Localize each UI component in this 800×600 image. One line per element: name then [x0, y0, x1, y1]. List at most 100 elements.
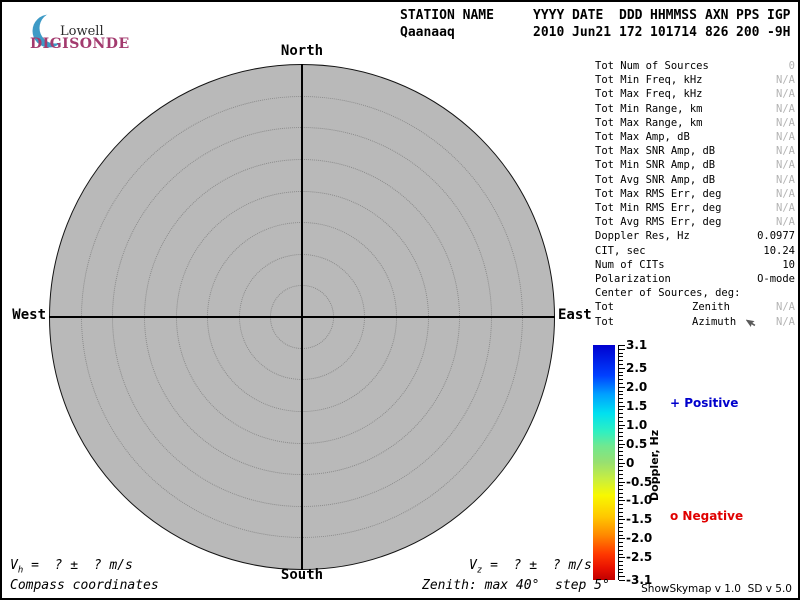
colorbar-minor-tick [619, 568, 623, 570]
colorbar-minor-tick [619, 409, 623, 411]
stat-label: Tot [595, 301, 614, 314]
header-col-value: -9H [767, 25, 791, 40]
stats-row: Tot Max Range, km N/A [595, 116, 795, 130]
header-col-label: AXN [705, 8, 729, 23]
colorbar-minor-tick [619, 523, 623, 525]
compass-label-west: West [12, 307, 46, 323]
colorbar-minor-tick [619, 564, 623, 566]
colorbar-major-tick [619, 424, 625, 426]
stat-value: N/A [776, 102, 795, 115]
colorbar-minor-tick [619, 530, 623, 532]
colorbar-minor-tick [619, 398, 623, 400]
crescent-moon-icon [32, 12, 68, 48]
colorbar-minor-tick [619, 534, 623, 536]
stat-label: Tot Avg RMS Err, deg [595, 216, 722, 229]
colorbar-major-tick [619, 405, 625, 407]
stats-row: Tot Azimuth N/A [595, 315, 795, 329]
stat-value: N/A [776, 131, 795, 144]
colorbar-major-tick [619, 462, 625, 464]
colorbar-tick-label: 1.5 [626, 398, 648, 413]
stat-label: Tot Avg SNR Amp, dB [595, 173, 716, 186]
stat-label: Tot Num of Sources [595, 60, 709, 72]
colorbar-minor-tick [619, 496, 623, 498]
stat-value: N/A [776, 216, 795, 229]
colorbar-major-tick [619, 576, 625, 578]
header-column: DATE Jun21 [572, 7, 619, 41]
vh-value: = ? ± ? m/s [23, 558, 133, 573]
stat-mid-label: Zenith [692, 301, 730, 314]
stat-label: Tot Max Freq, kHz [595, 88, 703, 101]
horizontal-velocity-readout: Vh = ? ± ? m/s [10, 558, 133, 576]
colorbar-tick-label: 0.5 [626, 436, 648, 451]
colorbar-minor-tick [619, 364, 623, 365]
header-column: IGP -9H [767, 7, 791, 41]
stat-value: N/A [776, 74, 795, 87]
coordinate-system-label: Compass coordinates [10, 578, 159, 593]
stats-row: Tot Num of Sources 0 [595, 59, 795, 73]
stat-value: N/A [776, 159, 795, 172]
colorbar-minor-tick [619, 432, 623, 434]
header-col-label: DATE [572, 8, 604, 23]
stat-value: N/A [776, 173, 795, 186]
colorbar-minor-tick [619, 451, 623, 453]
colorbar-minor-tick [619, 371, 623, 373]
positive-legend: + Positive [670, 396, 739, 410]
colorbar-major-tick [619, 386, 625, 388]
colorbar-minor-tick [619, 375, 623, 377]
colorbar-minor-tick [619, 439, 623, 441]
colorbar-tick-label: -2.5 [626, 550, 653, 565]
colorbar-minor-tick [619, 356, 623, 358]
colorbar-title: Doppler, Hz [648, 429, 661, 501]
stat-value: 0 [788, 60, 795, 72]
header-col-label: PPS [736, 8, 760, 23]
colorbar-tick-label: -1.0 [626, 493, 653, 508]
stat-value: N/A [776, 88, 795, 101]
stats-row: Tot Min SNR Amp, dB N/A [595, 158, 795, 172]
negative-legend: o Negative [670, 509, 744, 523]
colorbar-minor-tick [619, 511, 623, 513]
header-col-value: Qaanaaq [400, 25, 455, 40]
stat-label: CIT, sec [595, 244, 646, 257]
stat-value: 10.24 [763, 244, 795, 257]
stat-label: Tot Min Freq, kHz [595, 74, 703, 87]
colorbar-minor-tick [619, 561, 623, 562]
stat-value: N/A [776, 202, 795, 215]
colorbar-minor-tick [619, 466, 623, 468]
colorbar-minor-tick [619, 515, 623, 517]
stats-row: Tot Max RMS Err, deg N/A [595, 187, 795, 201]
colorbar-minor-tick [619, 492, 623, 494]
stat-label: Tot Min Range, km [595, 102, 703, 115]
stats-panel: Tot Num of Sources 0 Tot Min Freq, kHz N/A T… [595, 59, 795, 329]
colorbar-minor-tick [619, 545, 623, 547]
colorbar-tick-label: -2.0 [626, 531, 653, 546]
colorbar-major-tick [619, 348, 625, 350]
stat-value: N/A [776, 116, 795, 129]
stats-row: Tot Max Amp, dB N/A [595, 130, 795, 144]
doppler-colorbar [593, 345, 615, 580]
colorbar-minor-tick [619, 504, 623, 506]
stats-row: Tot Zenith N/A [595, 300, 795, 314]
stats-row: Tot Min Freq, kHz N/A [595, 73, 795, 87]
colorbar-tick-label: 0 [626, 455, 635, 470]
colorbar-minor-tick [619, 473, 623, 475]
compass-label-east: East [558, 307, 592, 323]
header-column: AXN 826 [705, 7, 736, 41]
stat-label: Num of CITs [595, 258, 665, 271]
stats-row: Doppler Res, Hz 0.0977 [595, 229, 795, 243]
colorbar-minor-tick [619, 420, 623, 422]
header-col-label: YYYY [533, 8, 565, 23]
colorbar-minor-tick [619, 447, 623, 449]
colorbar-major-tick [619, 443, 625, 445]
cursor-icon [745, 317, 756, 332]
header-col-value: 826 [705, 25, 729, 40]
colorbar-major-tick [619, 538, 625, 540]
stat-label: Tot Min SNR Amp, dB [595, 159, 716, 172]
colorbar-minor-tick [619, 413, 623, 415]
header-col-value: 101714 [650, 25, 697, 40]
stat-value: O-mode [757, 273, 795, 286]
colorbar-minor-tick [619, 470, 623, 472]
colorbar-minor-tick [619, 436, 623, 437]
header-col-label: DDD [619, 8, 643, 23]
header-col-label: IGP [767, 8, 791, 23]
colorbar-tick-label: 3.1 [626, 338, 648, 352]
